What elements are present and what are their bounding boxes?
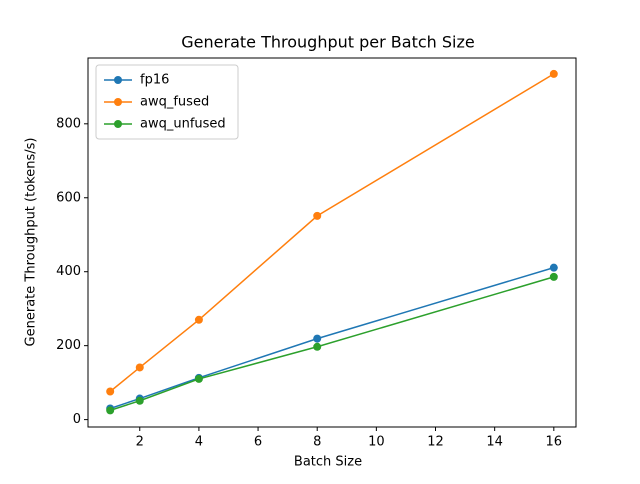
data-point [135, 396, 144, 405]
legend-label: fp16 [140, 73, 169, 88]
data-point [549, 272, 558, 281]
legend-label: awq_unfused [140, 117, 226, 132]
data-point [194, 374, 203, 383]
data-point [549, 69, 558, 78]
x-tick-label: 6 [254, 435, 262, 450]
x-tick-label: 10 [368, 435, 385, 450]
x-tick-label: 14 [486, 435, 503, 450]
x-tick-label: 8 [313, 435, 321, 450]
chart-title: Generate Throughput per Batch Size [181, 33, 474, 52]
data-point [106, 387, 115, 396]
legend-marker [114, 76, 122, 84]
y-axis-label: Generate Throughput (tokens/s) [24, 138, 39, 347]
data-point [313, 342, 322, 351]
y-tick-label: 400 [56, 264, 81, 279]
x-tick-label: 2 [136, 435, 144, 450]
legend: fp16 awq_fused awq_unfused [95, 64, 239, 140]
y-tick-label: 800 [56, 116, 81, 131]
x-tick-label: 12 [427, 435, 444, 450]
x-tick-label: 4 [195, 435, 203, 450]
data-point [106, 406, 115, 415]
y-tick-label: 200 [56, 338, 81, 353]
data-point [549, 263, 558, 272]
plot-frame [87, 57, 577, 428]
legend-label: awq_fused [140, 95, 209, 110]
legend-marker [114, 98, 122, 106]
y-tick-label: 0 [73, 412, 81, 427]
x-tick-label: 16 [546, 435, 563, 450]
data-point [135, 363, 144, 372]
legend-box [95, 64, 239, 140]
data-point [313, 211, 322, 220]
y-tick-label: 600 [56, 190, 81, 205]
x-axis-label: Batch Size [294, 455, 362, 470]
data-point [194, 315, 203, 324]
legend-marker [114, 120, 122, 128]
data-point [313, 334, 322, 343]
